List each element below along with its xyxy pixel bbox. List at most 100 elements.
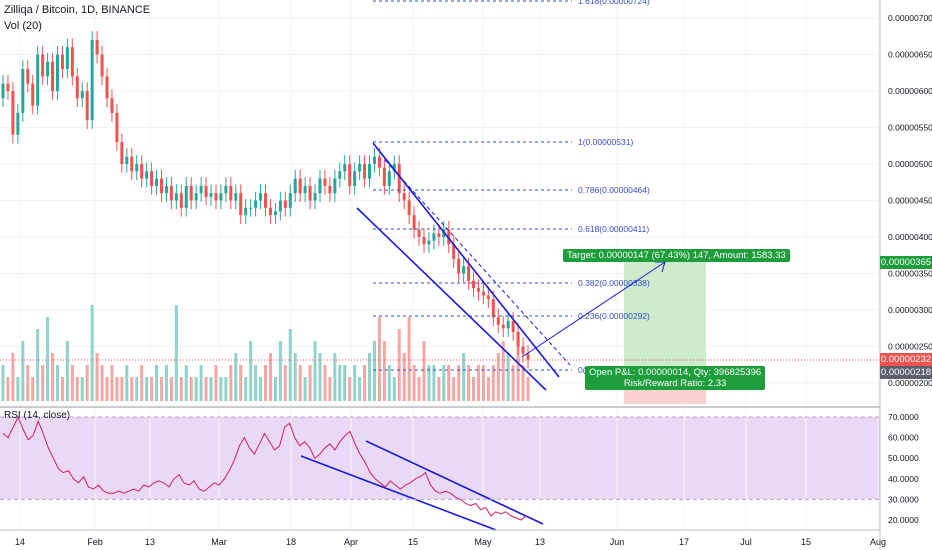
volume-bar	[155, 365, 159, 401]
volume-bar	[432, 365, 436, 401]
volume-bar	[506, 353, 510, 401]
candle-body	[125, 156, 129, 164]
projection-arrow	[655, 261, 666, 273]
volume-bar	[164, 365, 168, 401]
candle-body	[481, 291, 485, 296]
volume-bar	[481, 365, 485, 401]
candle-body	[422, 237, 426, 245]
volume-bar	[407, 317, 411, 401]
candle-body	[343, 164, 347, 172]
candle-body	[353, 171, 357, 186]
candle-body	[21, 69, 25, 113]
candle-body	[298, 178, 302, 194]
volume-bar	[427, 365, 431, 401]
candle-body	[467, 266, 471, 281]
volume-bar	[288, 329, 292, 401]
candle-body	[392, 164, 396, 172]
candle-body	[209, 193, 213, 197]
volume-bar	[130, 377, 134, 401]
volume-bar	[397, 329, 401, 401]
candle-body	[407, 200, 411, 216]
volume-bar	[259, 377, 263, 401]
candle-body	[159, 178, 163, 194]
price-tick-label: 0.00000500	[888, 159, 932, 169]
candle-body	[145, 171, 149, 179]
time-tick-label: 15	[408, 537, 418, 547]
volume-bar	[21, 341, 25, 401]
candle-body	[65, 47, 69, 70]
volume-bar	[229, 365, 233, 401]
fib-levels[interactable]: 1.618(0.00000724) 1(0.00000531) 0.786(0.00…	[373, 0, 650, 375]
time-tick-label: Aug	[870, 537, 886, 547]
time-tick-label: 14	[15, 537, 25, 547]
volume-bar	[169, 377, 173, 401]
time-tick-label: 13	[145, 537, 155, 547]
volume-bar	[293, 353, 297, 401]
volume-bar	[95, 353, 99, 401]
time-tick-label: May	[474, 537, 492, 547]
symbol-title[interactable]: Zilliqa / Bitcoin, 1D, BINANCE	[4, 4, 151, 16]
volume-bar	[298, 365, 302, 401]
price-tick-label: 0.00000450	[888, 196, 932, 206]
candle-body	[155, 178, 159, 186]
candle-body	[80, 91, 84, 99]
fib-label: 1(0.00000531)	[578, 137, 633, 147]
candle-body	[377, 156, 381, 168]
candle-body	[204, 185, 208, 197]
volume-bar	[472, 377, 476, 401]
volume-bar	[368, 353, 372, 401]
candle-body	[501, 324, 505, 329]
volume-bar	[6, 377, 10, 401]
volume-bar	[283, 365, 287, 401]
pnl-box[interactable]: Open P&L: 0.00000014, Qty: 396825396 Ris…	[585, 366, 766, 390]
volume-bar	[457, 365, 461, 401]
volume-bar	[125, 365, 129, 401]
volume-bar	[323, 365, 327, 401]
candle-body	[412, 215, 416, 230]
volume-legend[interactable]: Vol (20)	[4, 20, 42, 32]
volume-bar	[467, 365, 471, 401]
volume-bar	[318, 353, 322, 401]
volume-bar	[239, 365, 243, 401]
candle-body	[219, 193, 223, 201]
price-tick-label: 0.00000650	[888, 50, 932, 60]
volume-bar	[26, 365, 30, 401]
candle-body	[249, 207, 253, 209]
candle-body	[472, 280, 476, 289]
time-tick-label: Feb	[87, 537, 103, 547]
candle-body	[60, 54, 64, 70]
candle-body	[189, 185, 193, 201]
volume-bar	[491, 365, 495, 401]
candle-body	[457, 258, 461, 274]
volume-bar	[526, 377, 530, 401]
target-label[interactable]: Target: 0.00000147 (67.43%) 147, Amount:…	[563, 249, 790, 262]
candle-body	[16, 112, 20, 135]
candle-body	[259, 193, 263, 201]
volume-bar	[343, 365, 347, 401]
candle-body	[273, 211, 277, 216]
channel-lines[interactable]	[300, 142, 666, 531]
volume-bar	[234, 353, 238, 401]
rsi-tick-label: 40.0000	[888, 474, 919, 484]
candle-body	[164, 185, 168, 194]
volume-bar	[179, 377, 183, 401]
candle-body	[476, 288, 480, 292]
volume-bar	[372, 341, 376, 401]
volume-bar	[412, 365, 416, 401]
volume-bar	[85, 365, 89, 401]
price-axis[interactable]: 0.00000700 0.00000650 0.00000600 0.00000550…	[888, 13, 932, 388]
rsi-legend[interactable]: RSI (14, close)	[4, 410, 71, 421]
time-axis[interactable]: 14 Feb 13 Mar 18 Apr 15 May 13 Jun 17 Jul 15 Aug	[15, 537, 886, 547]
candle-body	[491, 299, 495, 318]
candle-body	[90, 39, 94, 121]
volume-bar	[333, 353, 337, 401]
candle-body	[55, 54, 59, 91]
volume-bar	[348, 377, 352, 401]
candle-body	[95, 39, 99, 55]
candle-body	[36, 54, 40, 106]
volume-bar	[392, 377, 396, 401]
volume-bar	[462, 353, 466, 401]
candle-body	[85, 91, 89, 121]
candle-body	[417, 229, 421, 237]
